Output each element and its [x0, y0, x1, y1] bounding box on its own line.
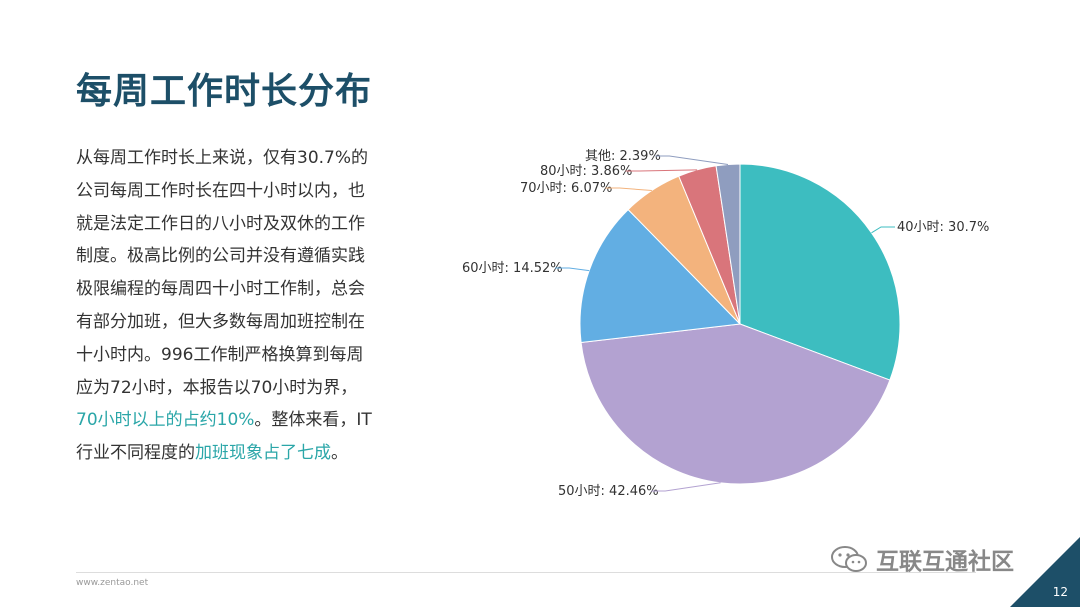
watermark: 互联互通社区 — [830, 542, 1014, 576]
footer-url: www.zentao.net — [76, 578, 149, 588]
label-leader-line — [871, 226, 895, 234]
body-paragraph: 从每周工作时长上来说，仅有30.7%的公司每周工作时长在四十小时以内，也就是法定… — [76, 142, 372, 470]
pie-slice — [739, 163, 901, 381]
slice-label: 40小时: 30.7% — [897, 220, 989, 235]
slice-label: 其他: 2.39% — [585, 149, 661, 164]
highlight-text-2: 加班现象占了七成 — [195, 443, 331, 464]
corner-decoration — [1010, 537, 1080, 607]
highlight-text-1: 70小时以上的占约10% — [76, 410, 255, 431]
paragraph-text-3: 。 — [331, 443, 348, 464]
wechat-icon — [831, 546, 867, 572]
pie-slice — [580, 323, 891, 485]
label-leader-line — [555, 267, 590, 272]
label-leader-line — [655, 155, 729, 165]
label-leader-line — [605, 187, 652, 191]
footer-divider — [76, 572, 976, 573]
paragraph-text-2: 。整体来看，IT行业不同程度的 — [76, 410, 372, 464]
slice-label: 70小时: 6.07% — [520, 181, 612, 196]
slice-label: 50小时: 42.46% — [558, 484, 659, 499]
label-leader-line — [651, 482, 721, 492]
slice-label: 80小时: 3.86% — [540, 164, 632, 179]
paragraph-text-1: 从每周工作时长上来说，仅有30.7%的公司每周工作时长在四十小时以内，也就是法定… — [76, 148, 369, 398]
label-leader-line — [625, 169, 698, 172]
page-number: 12 — [1052, 585, 1068, 599]
page-title: 每周工作时长分布 — [76, 71, 373, 112]
pie-chart: 40小时: 30.7% 50小时: 42.46% 60小时: 14.52% 70小时:… — [462, 149, 989, 499]
watermark-text: 互联互通社区 — [876, 549, 1014, 575]
slice-label: 60小时: 14.52% — [462, 261, 563, 276]
